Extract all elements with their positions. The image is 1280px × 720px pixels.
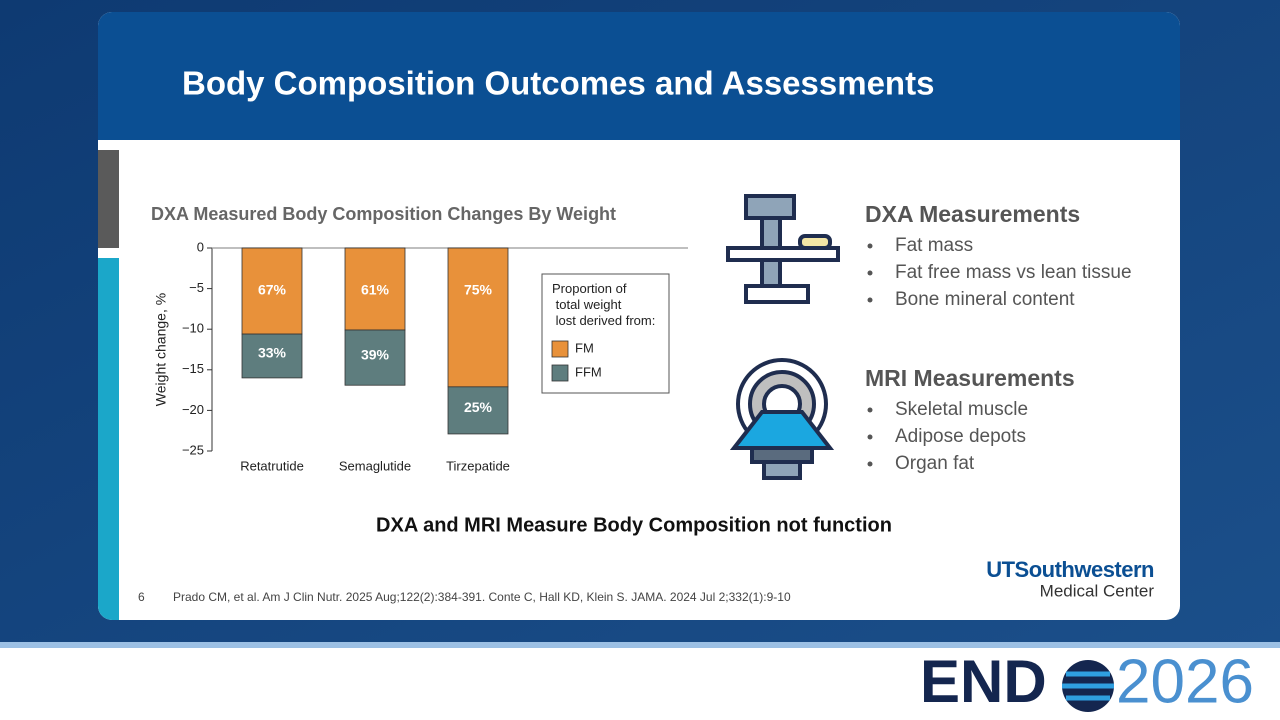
bullet: [867, 434, 873, 440]
logo-name: UTSouthwestern: [986, 557, 1154, 582]
segment-label: 67%: [258, 282, 287, 298]
bar-segment: [241, 247, 303, 335]
header: [98, 12, 1180, 140]
slide-title: Body Composition Outcomes and Assessment…: [182, 65, 934, 102]
legend-title: Proportion of total weight lost derived …: [552, 281, 655, 328]
x-tick-label: Semaglutide: [339, 458, 411, 473]
segment-label: 75%: [464, 282, 493, 298]
legend-label: FFM: [575, 364, 602, 379]
y-tick-label: −20: [182, 402, 204, 417]
dxa-icon: [726, 194, 840, 304]
caption: DXA and MRI Measure Body Composition not…: [376, 514, 892, 536]
event-year: 2026: [1116, 647, 1254, 716]
bar-segment: [344, 329, 406, 386]
section-item: Adipose depots: [895, 426, 1026, 447]
event-globe: [1062, 660, 1114, 712]
citation: Prado CM, et al. Am J Clin Nutr. 2025 Au…: [173, 590, 791, 604]
bar-segment: [447, 247, 509, 388]
y-tick-label: −15: [182, 361, 204, 376]
bar-segment: [344, 247, 406, 331]
legend-swatch: [551, 340, 569, 358]
mri-icon: [729, 358, 835, 480]
bullet: [867, 461, 873, 467]
y-tick-label: −10: [182, 321, 204, 336]
x-tick-label: Tirzepatide: [446, 458, 510, 473]
segment-label: 61%: [361, 282, 390, 298]
legend-label: FM: [575, 340, 594, 355]
event-brand: END: [920, 648, 1047, 715]
section-item: Fat mass: [895, 235, 973, 256]
section-title: DXA Measurements: [865, 201, 1080, 227]
bullet: [867, 297, 873, 303]
x-tick-label: Retatrutide: [240, 458, 304, 473]
segment-label: 39%: [361, 346, 390, 362]
bullet: [867, 243, 873, 249]
section-item: Fat free mass vs lean tissue: [895, 262, 1132, 283]
section-item: Bone mineral content: [895, 289, 1075, 310]
bar-segment: [447, 386, 509, 435]
segment-label: 25%: [464, 399, 493, 415]
logo-subtitle: Medical Center: [1040, 581, 1155, 600]
bar-segment: [241, 333, 303, 379]
section-item: Organ fat: [895, 453, 975, 474]
y-tick-label: 0: [197, 239, 204, 254]
y-tick-label: −5: [189, 280, 204, 295]
stripe: [0, 642, 1280, 648]
y-axis-label: Weight change, %: [153, 293, 169, 406]
bullet: [867, 270, 873, 276]
side-bar: [98, 258, 119, 620]
section-item: Skeletal muscle: [895, 399, 1028, 420]
legend-swatch: [551, 364, 569, 382]
page-number: 6: [138, 590, 145, 604]
side-bar: [98, 150, 119, 248]
y-tick-label: −25: [182, 442, 204, 457]
chart-title: DXA Measured Body Composition Changes By…: [151, 204, 616, 224]
segment-label: 33%: [258, 345, 287, 361]
section-title: MRI Measurements: [865, 365, 1075, 391]
bullet: [867, 407, 873, 413]
